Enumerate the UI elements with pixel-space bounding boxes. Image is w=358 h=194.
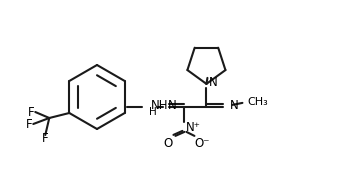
Text: F: F [26,118,33,131]
Text: NH: NH [150,99,168,112]
Text: O⁻: O⁻ [195,137,210,150]
Text: CH₃: CH₃ [247,97,268,107]
Text: N: N [168,99,176,112]
Text: O: O [164,137,173,150]
Text: F: F [28,106,35,119]
Text: N: N [229,99,238,112]
Text: N⁺: N⁺ [185,121,200,134]
Text: N: N [208,76,217,89]
Text: H: H [149,107,157,117]
Text: F: F [42,133,49,146]
